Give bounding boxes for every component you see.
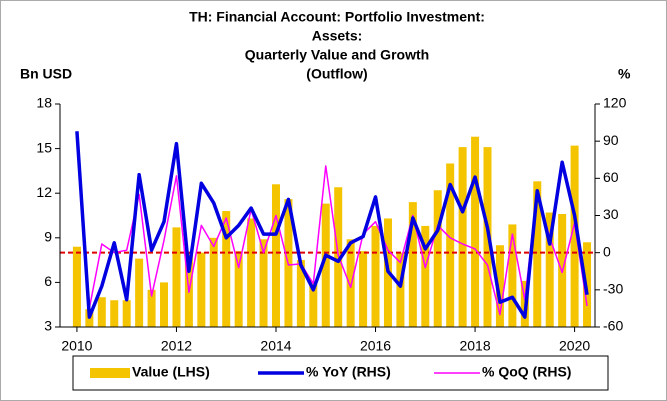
bar bbox=[222, 211, 231, 327]
chart-title: TH: Financial Account: Portfolio Investm… bbox=[189, 9, 485, 25]
y2-tick-label: 0 bbox=[603, 243, 611, 259]
x-tick-label: 2012 bbox=[161, 338, 192, 354]
bar bbox=[371, 225, 380, 327]
bar bbox=[408, 202, 417, 327]
y2-tick-label: -60 bbox=[603, 318, 623, 334]
bar bbox=[271, 184, 280, 327]
bar bbox=[122, 300, 131, 327]
y-tick-label: 12 bbox=[36, 184, 52, 200]
legend-box bbox=[72, 355, 609, 391]
bar bbox=[209, 237, 218, 327]
y2-tick-label: 120 bbox=[603, 95, 627, 111]
chart-title: (Outflow) bbox=[306, 66, 367, 82]
bar bbox=[446, 163, 455, 327]
x-tick-label: 2020 bbox=[559, 338, 590, 354]
legend-label: % QoQ (RHS) bbox=[482, 364, 571, 380]
legend-label: % YoY (RHS) bbox=[306, 364, 391, 380]
bar bbox=[72, 246, 81, 327]
x-tick-label: 2018 bbox=[459, 338, 490, 354]
y-tick-label: 9 bbox=[44, 229, 52, 245]
y2-axis-label: % bbox=[618, 66, 631, 82]
x-tick-label: 2010 bbox=[61, 338, 92, 354]
bar bbox=[396, 252, 405, 327]
bar bbox=[421, 225, 430, 327]
bar bbox=[346, 239, 355, 327]
bar bbox=[259, 239, 268, 327]
bar bbox=[471, 136, 480, 327]
line bbox=[75, 131, 589, 319]
bar bbox=[508, 224, 517, 327]
bar bbox=[135, 258, 144, 327]
bar bbox=[359, 251, 368, 327]
bar bbox=[247, 218, 256, 327]
y2-tick-label: 90 bbox=[603, 132, 619, 148]
bar bbox=[458, 147, 467, 327]
bar bbox=[97, 297, 106, 327]
bar bbox=[309, 280, 318, 327]
chart-title: Quarterly Value and Growth bbox=[245, 47, 429, 63]
bar bbox=[533, 181, 542, 327]
bar bbox=[172, 227, 181, 327]
bar bbox=[321, 203, 330, 327]
bar bbox=[147, 289, 156, 327]
bar bbox=[296, 260, 305, 327]
bar bbox=[160, 282, 169, 327]
bar bbox=[234, 251, 243, 327]
chart-title: Assets: bbox=[312, 28, 363, 44]
y-tick-label: 15 bbox=[36, 139, 52, 155]
x-tick-label: 2016 bbox=[360, 338, 391, 354]
y-tick-label: 18 bbox=[36, 95, 52, 111]
y-axis-label: Bn USD bbox=[20, 66, 72, 82]
y2-tick-label: -30 bbox=[603, 281, 623, 297]
legend-swatch bbox=[90, 368, 130, 378]
bar bbox=[570, 145, 579, 327]
bar bbox=[433, 190, 442, 327]
y2-tick-label: 30 bbox=[603, 206, 619, 222]
y-tick-label: 6 bbox=[44, 273, 52, 289]
x-tick-label: 2014 bbox=[260, 338, 291, 354]
bar bbox=[545, 212, 554, 327]
legend-label: Value (LHS) bbox=[132, 364, 210, 380]
bar bbox=[495, 245, 504, 327]
y-tick-label: 3 bbox=[44, 318, 52, 334]
bar bbox=[110, 300, 119, 327]
bar bbox=[197, 252, 206, 327]
y2-tick-label: 60 bbox=[603, 169, 619, 185]
